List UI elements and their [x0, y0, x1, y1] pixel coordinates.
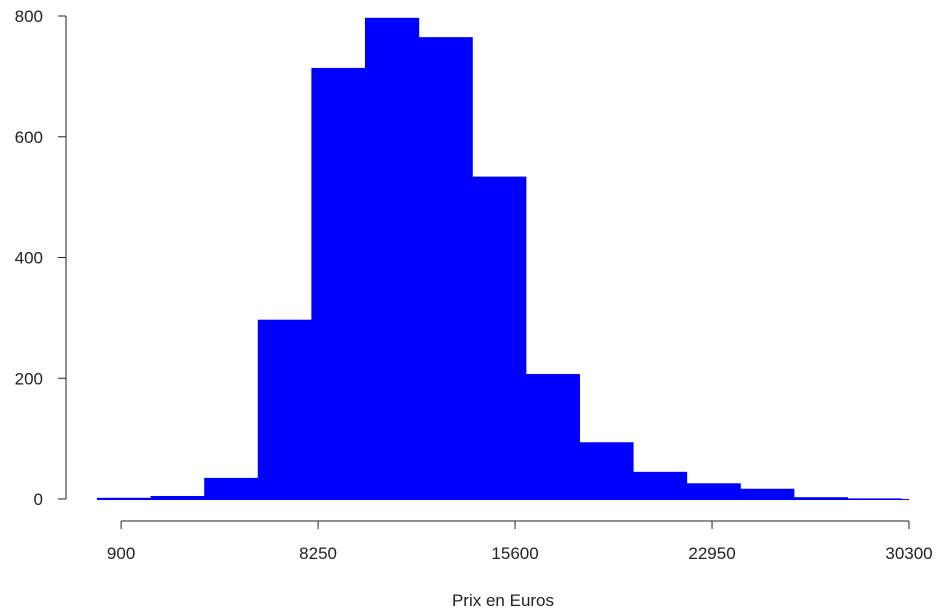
y-tick-label: 800: [15, 7, 43, 26]
histogram-bar: [311, 67, 366, 500]
histogram-bar: [150, 495, 205, 499]
y-tick-label: 200: [15, 369, 43, 388]
histogram-bar: [847, 498, 902, 500]
y-tick-label: 0: [34, 490, 43, 509]
histogram-bar: [472, 176, 527, 499]
histogram-bar: [525, 374, 580, 499]
x-tick-label: 30300: [885, 544, 932, 563]
x-tick-label: 22950: [688, 544, 735, 563]
histogram-bar: [740, 488, 795, 499]
y-axis: 0 200 400 600 800: [15, 7, 67, 509]
histogram-bar: [97, 497, 152, 499]
histogram-bar: [632, 471, 688, 499]
x-axis: 900 8250 15600 22950 30300: [107, 520, 933, 563]
x-tick-label: 900: [107, 544, 135, 563]
x-tick-label: 15600: [491, 544, 538, 563]
histogram-bar: [793, 497, 848, 499]
histogram-bar: [418, 37, 473, 499]
histogram-bar: [579, 442, 634, 499]
histogram-bar: [204, 477, 259, 499]
bars-group: [97, 17, 909, 500]
histogram-bar: [364, 17, 420, 500]
y-tick-label: 400: [15, 249, 43, 268]
histogram-bar: [686, 483, 741, 499]
y-tick-label: 600: [15, 128, 43, 147]
x-tick-label: 8250: [299, 544, 337, 563]
histogram-bar: [257, 319, 312, 499]
x-axis-title: Prix en Euros: [452, 591, 554, 610]
